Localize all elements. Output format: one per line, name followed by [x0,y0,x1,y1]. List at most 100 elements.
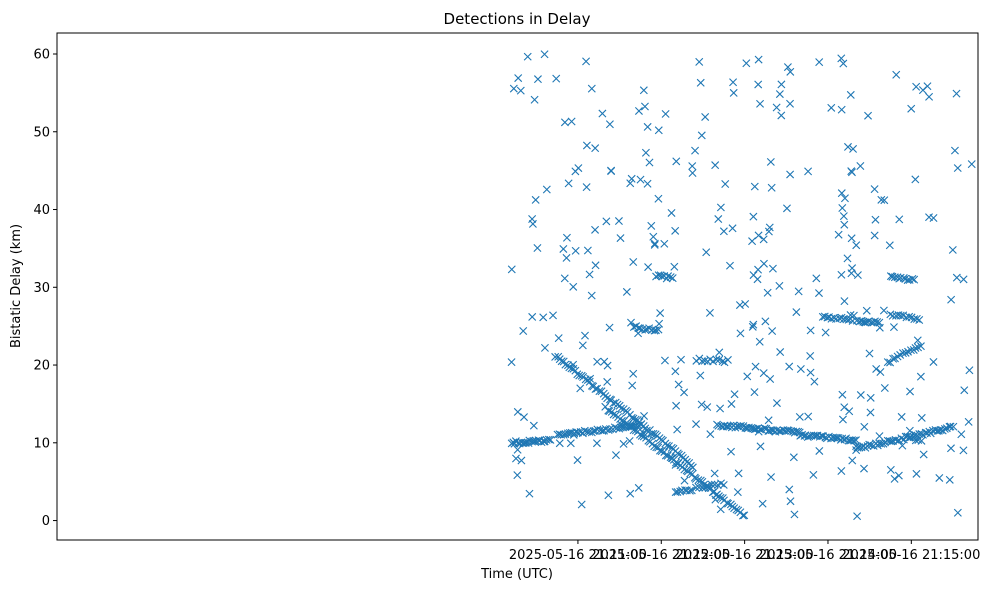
data-point [929,357,938,366]
data-point [574,428,583,437]
data-point [533,244,542,252]
data-point [593,425,602,434]
data-point [680,476,689,485]
data-point [539,313,548,322]
data-point [635,324,644,333]
data-point [513,445,522,454]
data-point [785,485,794,494]
data-point [733,488,742,497]
data-point [688,162,697,171]
data-point [576,384,585,393]
data-point [856,162,865,170]
data-point [711,495,720,504]
data-point [521,438,530,447]
data-point [754,80,763,89]
data-point [591,225,600,234]
data-point [607,166,616,175]
data-point [761,317,770,326]
data-point [783,63,792,72]
data-point [650,240,659,249]
data-point [852,241,861,250]
data-point [531,195,540,204]
plot-area [56,32,979,541]
data-point [815,58,824,67]
data-point [573,456,582,465]
data-point [603,361,612,370]
data-point [815,446,824,455]
data-point [862,306,871,315]
data-point [763,288,772,297]
data-point [798,430,807,439]
data-point [957,430,966,439]
data-point [674,380,683,389]
data-point [911,343,920,352]
data-point [923,82,932,91]
data-point [866,408,875,417]
data-point [671,367,680,376]
data-point [953,508,962,517]
data-point [619,439,628,448]
data-point [846,90,855,99]
data-point [672,157,681,166]
data-point [636,420,645,429]
data-point [959,275,968,284]
data-point [706,430,715,439]
data-point [697,400,706,409]
y-tick-label: 0 [42,514,50,529]
data-point [587,291,596,300]
data-point [611,451,620,460]
data-point [582,57,591,66]
data-point [564,179,573,188]
data-point [913,336,922,345]
data-point [602,217,611,226]
data-point [520,413,529,422]
data-point [786,67,795,76]
data-point [694,476,703,485]
data-point [702,248,711,257]
data-point [786,497,795,506]
data-point [848,436,856,445]
data-point [673,487,682,496]
data-point [617,404,626,413]
data-point [691,483,700,492]
data-point [616,234,625,243]
data-point [736,329,745,338]
data-point [555,439,564,448]
data-point [639,428,648,437]
data-point [860,422,869,431]
data-point [772,399,781,408]
data-point [742,423,751,432]
data-point [843,254,852,263]
data-point [562,233,571,242]
data-point [691,474,700,483]
data-point [668,274,677,283]
data-point [880,384,889,393]
data-point [767,183,776,192]
data-point [847,167,856,176]
data-point [617,420,626,429]
data-point [546,435,555,444]
data-point [764,416,773,425]
data-point [749,271,758,280]
data-point [940,424,949,433]
data-point [707,480,716,489]
data-point [566,439,575,448]
y-tick-label: 60 [33,47,50,62]
data-point [792,308,801,317]
data-point [786,99,795,108]
data-point [759,235,768,244]
data-point [712,355,721,364]
data-point [610,423,619,432]
data-point [887,437,896,446]
data-point [513,471,522,480]
data-point [614,217,623,226]
data-point [897,412,906,421]
data-point [639,86,648,95]
data-point [812,274,821,283]
data-point [733,422,742,431]
data-point [754,231,763,240]
data-point [571,246,580,255]
data-point [838,390,847,399]
data-point [641,148,650,157]
data-point [845,407,854,416]
